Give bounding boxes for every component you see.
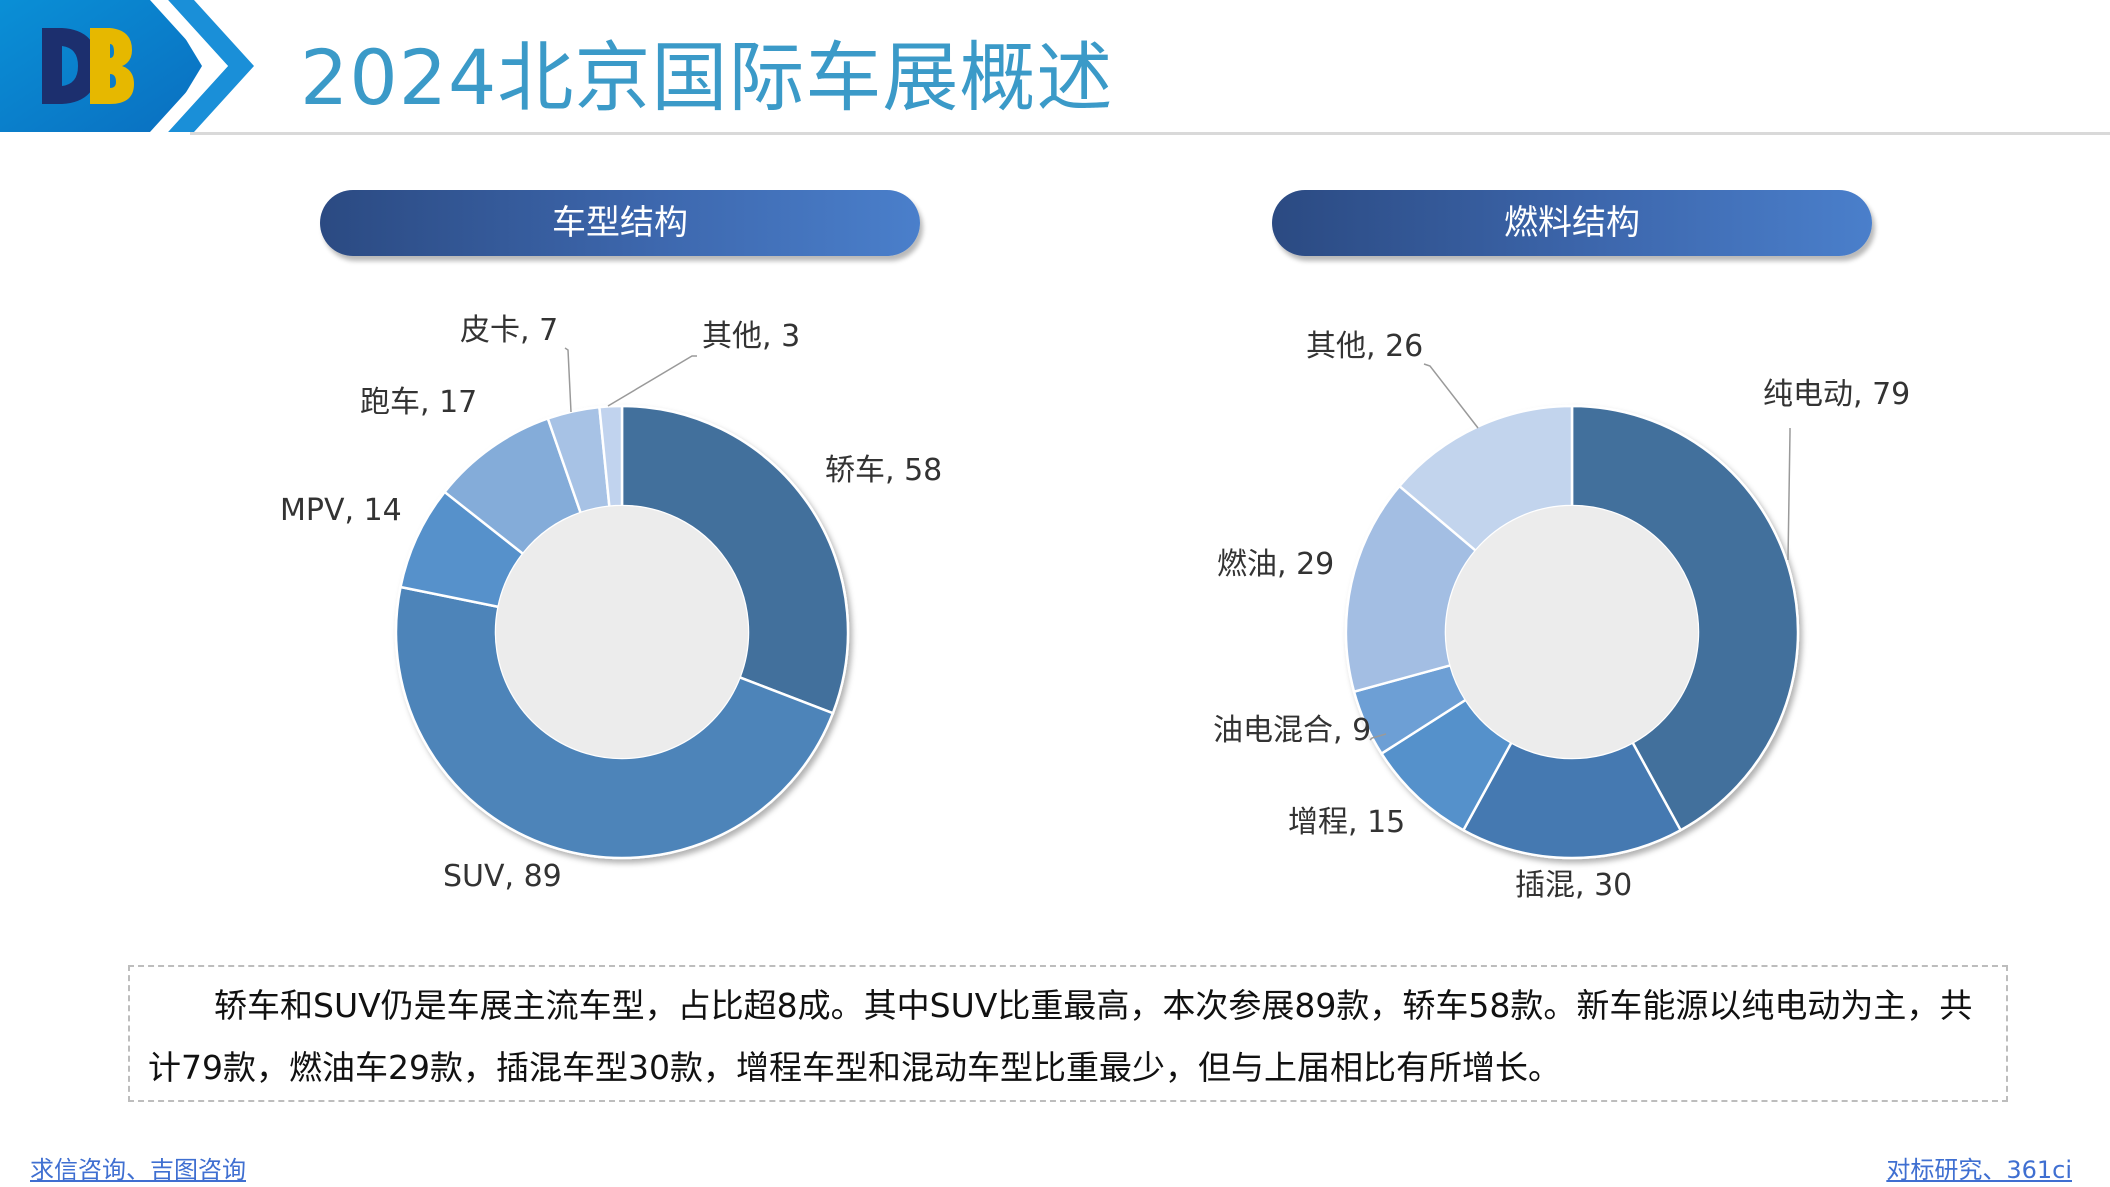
page-title: 2024北京国际车展概述 xyxy=(300,33,1114,122)
data-label-纯电动: 纯电动, 79 xyxy=(1763,377,1910,412)
data-label-插混: 插混, 30 xyxy=(1515,868,1632,903)
leader-line-油电混合 xyxy=(1369,733,1387,741)
donut-hole-1 xyxy=(1446,506,1698,758)
footer-source-right[interactable]: 对标研究、361ci xyxy=(1886,1156,2072,1184)
data-label-其他: 其他, 26 xyxy=(1306,329,1423,364)
leader-line-其他 xyxy=(1423,363,1479,429)
header-logo: DB xyxy=(0,0,254,132)
leader-line-纯电动 xyxy=(1787,428,1791,561)
footer-source-left[interactable]: 求信咨询、吉图咨询 xyxy=(30,1156,246,1184)
data-label-轿车: 轿车, 58 xyxy=(825,453,942,488)
data-label-SUV: SUV, 89 xyxy=(443,859,562,894)
chart-title-vehicle-type: 车型结构 xyxy=(320,190,920,256)
data-label-皮卡: 皮卡, 7 xyxy=(460,313,558,348)
leader-line-皮卡 xyxy=(564,347,572,413)
data-label-燃油: 燃油, 29 xyxy=(1217,547,1334,582)
donut-hole-0 xyxy=(496,506,748,758)
donut-charts: 轿车, 58 SUV, 89 MPV, 14 跑车, 17 皮卡, 7 其他, 3 纯电动,… xyxy=(280,313,1910,903)
logo-mark xyxy=(42,28,134,104)
header-divider xyxy=(190,132,2110,135)
donut-chart-0 xyxy=(394,404,850,860)
data-label-油电混合: 油电混合, 9 xyxy=(1213,713,1371,748)
chart-title-fuel-type: 燃料结构 xyxy=(1272,190,1872,256)
data-label-增程: 增程, 15 xyxy=(1288,805,1405,840)
data-label-MPV: MPV, 14 xyxy=(280,493,402,528)
data-label-其他: 其他, 3 xyxy=(702,319,800,354)
data-label-跑车: 跑车, 17 xyxy=(360,385,477,420)
summary-text: 轿车和SUV仍是车展主流车型，占比超8成。其中SUV比重最高，本次参展89款，轿… xyxy=(128,965,2008,1102)
donut-chart-1 xyxy=(1344,404,1800,860)
leader-line-其他 xyxy=(607,355,697,407)
